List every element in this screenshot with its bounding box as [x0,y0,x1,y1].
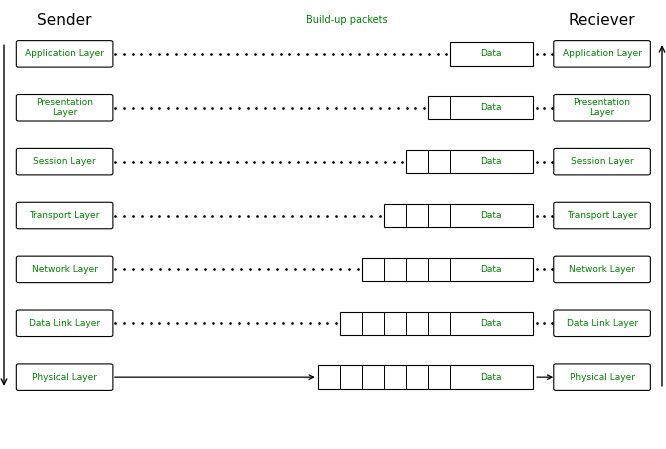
Bar [318,365,533,389]
FancyBboxPatch shape [17,310,113,336]
Text: Transport Layer: Transport Layer [567,211,637,220]
FancyBboxPatch shape [17,94,113,121]
Text: Data: Data [480,157,502,166]
FancyBboxPatch shape [554,364,650,390]
FancyBboxPatch shape [554,148,650,175]
Text: Transport Layer: Transport Layer [29,211,100,220]
Text: Data: Data [480,103,502,112]
Text: Data Link Layer: Data Link Layer [29,319,100,328]
Text: Presentation
Layer: Presentation Layer [36,98,93,118]
FancyBboxPatch shape [554,202,650,229]
Bar [362,258,533,281]
Text: Session Layer: Session Layer [571,157,633,166]
Text: Data: Data [480,265,502,274]
Text: Data: Data [480,49,502,58]
FancyBboxPatch shape [17,202,113,229]
Text: Physical Layer: Physical Layer [569,373,635,382]
Text: Reciever: Reciever [569,13,635,28]
Text: Application Layer: Application Layer [563,49,641,58]
FancyBboxPatch shape [554,40,650,67]
Text: Physical Layer: Physical Layer [32,373,97,382]
FancyBboxPatch shape [554,94,650,121]
Text: Session Layer: Session Layer [33,157,96,166]
Bar [428,96,533,119]
Text: Build-up packets: Build-up packets [306,15,387,25]
Text: Presentation
Layer: Presentation Layer [573,98,631,118]
Text: Sender: Sender [37,13,92,28]
Bar [450,42,533,66]
Text: Network Layer: Network Layer [31,265,98,274]
Text: Application Layer: Application Layer [25,49,104,58]
Text: Network Layer: Network Layer [569,265,635,274]
Text: Data: Data [480,373,502,382]
Text: Data: Data [480,319,502,328]
Bar [384,204,533,227]
FancyBboxPatch shape [554,256,650,283]
Bar [340,312,533,335]
FancyBboxPatch shape [17,40,113,67]
FancyBboxPatch shape [17,256,113,283]
Bar [406,150,533,173]
FancyBboxPatch shape [17,148,113,175]
FancyBboxPatch shape [554,310,650,336]
FancyBboxPatch shape [17,364,113,390]
Text: Data: Data [480,211,502,220]
Text: Data Link Layer: Data Link Layer [567,319,637,328]
